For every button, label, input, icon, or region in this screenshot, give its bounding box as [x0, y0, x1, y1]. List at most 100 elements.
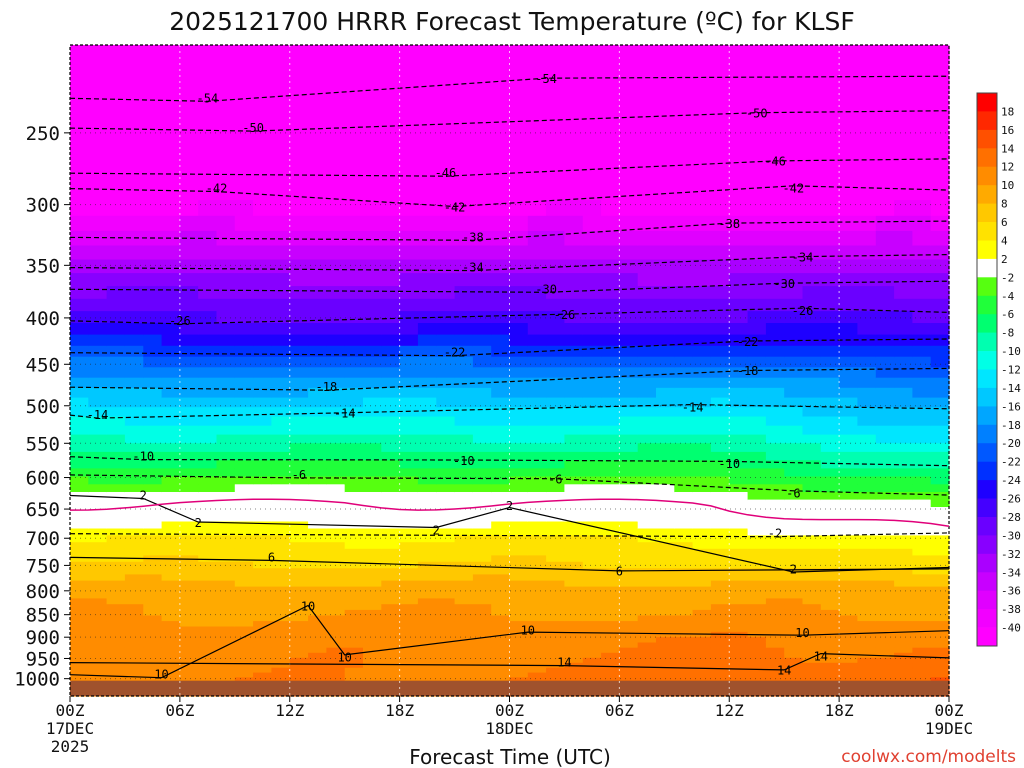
field-cell	[674, 397, 694, 408]
field-cell	[161, 68, 181, 91]
field-cell	[729, 568, 749, 575]
field-cell	[747, 183, 767, 201]
field-cell	[216, 367, 236, 379]
field-cell	[344, 568, 364, 575]
field-cell	[582, 535, 602, 543]
field-cell	[179, 548, 199, 556]
field-cell	[930, 677, 950, 683]
field-cell	[70, 637, 89, 643]
field-cell	[656, 298, 675, 312]
field-cell	[234, 598, 254, 605]
field-cell	[930, 667, 950, 674]
field-cell	[601, 259, 620, 274]
field-cell	[289, 183, 309, 201]
field-cell	[70, 273, 89, 287]
field-cell	[875, 345, 895, 358]
field-cell	[546, 434, 565, 444]
field-cell	[344, 334, 364, 347]
field-cell	[674, 110, 694, 131]
field-cell	[710, 298, 730, 312]
field-cell	[271, 166, 291, 185]
field-cell	[436, 334, 456, 347]
field-cell	[106, 451, 126, 461]
field-cell	[601, 621, 620, 628]
field-cell	[472, 416, 492, 427]
contour-layer: -54-54-50-50-46-46-42-42-42-38-38-34-34-…	[69, 72, 950, 682]
field-cell	[820, 230, 840, 246]
field-cell	[124, 580, 144, 588]
field-cell	[656, 492, 675, 501]
field-cell	[656, 592, 675, 600]
contour-label: 10	[301, 599, 315, 613]
field-cell	[363, 657, 382, 664]
field-cell	[509, 677, 529, 683]
field-cell	[729, 514, 749, 522]
field-cell	[491, 657, 511, 664]
field-cell	[564, 592, 584, 600]
field-cell	[729, 130, 749, 150]
field-cell	[436, 183, 456, 201]
field-cell	[619, 521, 639, 530]
field-cell	[564, 642, 584, 649]
field-cell	[179, 631, 199, 638]
field-cell	[491, 507, 511, 515]
field-cell	[88, 345, 108, 358]
field-cell	[399, 492, 419, 501]
field-cell	[692, 652, 712, 659]
field-cell	[729, 484, 749, 493]
field-cell	[234, 642, 254, 649]
field-cell	[70, 615, 89, 622]
field-cell	[381, 148, 401, 168]
field-cell	[564, 200, 584, 217]
field-cell	[198, 148, 218, 168]
field-cell	[710, 468, 730, 477]
field-cell	[436, 637, 456, 643]
field-cell	[894, 367, 913, 379]
field-cell	[216, 425, 236, 436]
field-cell	[491, 323, 511, 336]
field-cell	[253, 535, 272, 543]
contour-label: -50	[746, 106, 768, 120]
field-cell	[619, 592, 639, 600]
field-cell	[88, 245, 108, 261]
field-cell	[161, 377, 181, 389]
field-cell	[381, 642, 401, 649]
field-cell	[491, 356, 511, 368]
field-cell	[674, 528, 694, 536]
field-cell	[271, 215, 291, 232]
field-cell	[802, 416, 822, 427]
field-cell	[381, 568, 401, 575]
field-cell	[198, 642, 218, 649]
field-cell	[729, 148, 749, 168]
x-tick-label: 17DEC	[46, 719, 94, 738]
field-cell	[875, 615, 895, 622]
field-cell	[198, 615, 218, 622]
field-cell	[417, 89, 437, 112]
field-cell	[509, 615, 529, 622]
field-cell	[234, 183, 254, 201]
field-cell	[271, 574, 291, 582]
field-cell	[857, 89, 877, 112]
field-cell	[656, 657, 675, 664]
field-cell	[930, 215, 950, 232]
field-cell	[161, 311, 181, 324]
field-cell	[289, 507, 309, 515]
field-cell	[124, 574, 144, 582]
field-cell	[820, 514, 840, 522]
field-cell	[527, 621, 547, 628]
field-cell	[417, 615, 437, 622]
field-cell	[88, 230, 108, 246]
field-cell	[710, 200, 730, 217]
field-cell	[656, 528, 675, 536]
field-cell	[582, 397, 602, 408]
field-cell	[363, 89, 382, 112]
field-cell	[839, 626, 858, 633]
field-cell	[802, 484, 822, 493]
field-cell	[601, 298, 620, 312]
field-cell	[381, 586, 401, 594]
field-cell	[894, 484, 913, 493]
field-cell	[436, 604, 456, 611]
field-cell	[179, 443, 199, 453]
field-cell	[106, 561, 126, 569]
field-cell	[234, 245, 254, 261]
